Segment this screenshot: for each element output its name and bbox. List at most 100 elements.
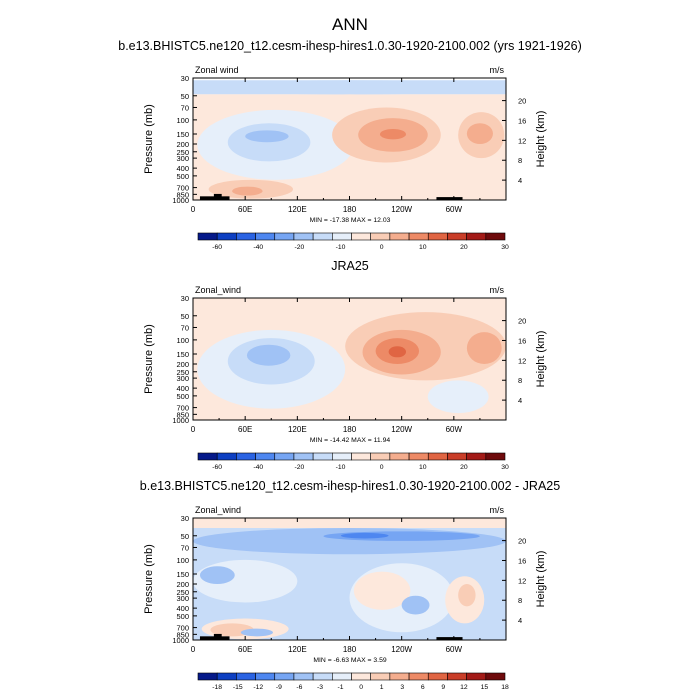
y-tick-label: 1000 — [172, 636, 189, 645]
colorbar-label: -40 — [253, 244, 263, 251]
colorbar-swatch — [197, 232, 218, 241]
colorbar-swatch — [274, 232, 295, 241]
colorbar-swatch — [408, 672, 429, 681]
colorbar-swatch — [370, 452, 391, 461]
x-tick-label: 120E — [288, 645, 307, 654]
x-tick-label: 0 — [191, 645, 196, 654]
colorbar-swatch — [236, 672, 256, 681]
colorbar-swatch — [255, 452, 276, 461]
y-tick-label: 700 — [176, 184, 189, 193]
colorbar-swatch — [293, 672, 314, 681]
contour-region-weak-positive-pacific — [353, 571, 411, 610]
x-tick-label: 120W — [391, 425, 412, 434]
colorbar-label: 15 — [481, 684, 489, 691]
height-tick-label: 4 — [518, 616, 522, 625]
y-tick-label: 100 — [176, 336, 189, 345]
colorbar-swatch — [408, 452, 429, 461]
y-tick-label: 100 — [176, 556, 189, 565]
colorbar-label: 1 — [380, 684, 384, 691]
colorbar-swatch — [466, 452, 487, 461]
y-tick-label: 70 — [181, 103, 189, 112]
contour-region-westerly-pacific-max — [388, 346, 407, 358]
height-tick-label: 8 — [518, 376, 522, 385]
colorbar-label: 9 — [441, 684, 445, 691]
y-tick-label: 1000 — [172, 196, 189, 205]
colorbar-swatch — [447, 452, 467, 461]
colorbar-swatch — [293, 232, 314, 241]
colorbar-swatch — [332, 672, 352, 681]
colorbar: -18 -15 -12 -9 -6 -3 -1 0 1 3 6 9 12 15 18 — [197, 672, 509, 691]
y-tick-label: 50 — [181, 312, 189, 321]
x-tick-label: 0 — [191, 425, 196, 434]
y-tick-label: 150 — [176, 350, 189, 359]
terrain-andes — [436, 197, 463, 200]
colorbar-swatch — [197, 672, 218, 681]
panel-title: b.e13.BHISTC5.ne120_t12.cesm-ihesp-hires… — [140, 479, 560, 493]
y-tick-label: 250 — [176, 148, 189, 157]
colorbar-swatch — [485, 672, 506, 681]
height-tick-label: 8 — [518, 596, 522, 605]
colorbar-label: 18 — [501, 684, 509, 691]
units-label: m/s — [490, 65, 505, 75]
colorbar: -60 -40 -20 -10 0 10 20 30 — [197, 232, 509, 251]
colorbar-swatch — [312, 672, 333, 681]
colorbar-swatch — [312, 452, 333, 461]
height-tick-label: 12 — [518, 356, 526, 365]
contour-region-slight-positive-top — [193, 518, 506, 529]
colorbar-swatch — [255, 232, 276, 241]
colorbar-swatch — [447, 232, 467, 241]
units-label: m/s — [490, 285, 505, 295]
y-tick-label: 850 — [176, 190, 189, 199]
colorbar-label: 20 — [460, 244, 468, 251]
x-tick-label: 180 — [343, 425, 357, 434]
colorbar-swatch — [389, 232, 410, 241]
colorbar-swatch — [389, 672, 410, 681]
figure-title: ANN — [332, 15, 368, 34]
panel-title: b.e13.BHISTC5.ne120_t12.cesm-ihesp-hires… — [118, 39, 581, 53]
x-tick-label: 180 — [343, 205, 357, 214]
colorbar-swatch — [236, 232, 256, 241]
height-tick-label: 8 — [518, 156, 522, 165]
panel-1: b.e13.BHISTC5.ne120_t12.cesm-ihesp-hires… — [118, 39, 581, 251]
contour-field — [193, 298, 506, 420]
y-axis-label: Pressure (mb) — [143, 104, 155, 174]
contour-region-easterly-indian-ocean-max — [245, 130, 289, 143]
y-axis-label: Pressure (mb) — [143, 544, 155, 614]
colorbar-swatch — [351, 672, 371, 681]
contour-region-weak-negative-band-high — [193, 80, 506, 95]
colorbar-swatch — [466, 672, 487, 681]
colorbar-label: -10 — [336, 244, 346, 251]
y-axis-label-right: Height (km) — [535, 111, 547, 168]
colorbar-label: 20 — [460, 464, 468, 471]
colorbar-label: 0 — [380, 464, 384, 471]
y-tick-label: 70 — [181, 323, 189, 332]
colorbar-swatch — [485, 232, 506, 241]
contour-region-westerly-atlantic — [466, 332, 502, 365]
colorbar-swatch — [370, 672, 391, 681]
colorbar-label: -60 — [212, 464, 222, 471]
y-tick-label: 300 — [176, 154, 189, 163]
contour-region-negative-upper-band — [193, 528, 506, 555]
colorbar-swatch — [466, 232, 487, 241]
colorbar-swatch — [427, 232, 448, 241]
height-tick-label: 16 — [518, 116, 526, 125]
y-tick-label: 200 — [176, 360, 189, 369]
y-tick-label: 400 — [176, 604, 189, 613]
y-tick-label: 500 — [176, 612, 189, 621]
x-tick-label: 60E — [238, 645, 252, 654]
contour-region-negative-patch-pacific — [401, 595, 430, 615]
y-tick-label: 150 — [176, 130, 189, 139]
colorbar-swatch — [370, 232, 391, 241]
colorbar-label: 10 — [419, 244, 427, 251]
y-axis-label: Pressure (mb) — [143, 324, 155, 394]
colorbar-label: -9 — [276, 684, 282, 691]
height-tick-label: 20 — [518, 537, 526, 546]
colorbar-label: -20 — [295, 464, 305, 471]
colorbar-swatch — [389, 452, 410, 461]
y-tick-label: 150 — [176, 570, 189, 579]
contour-region-easterly-indian-ocean-core — [227, 123, 311, 162]
y-tick-label: 100 — [176, 116, 189, 125]
colorbar-swatch — [197, 452, 218, 461]
y-tick-label: 30 — [181, 514, 189, 523]
